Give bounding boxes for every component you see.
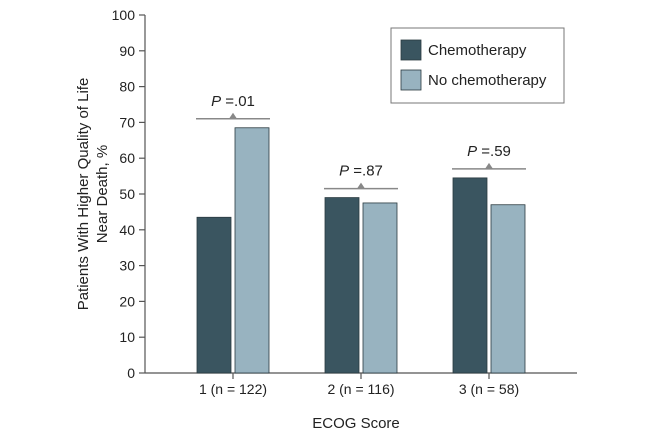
y-axis-title-line: Patients With Higher Quality of Life <box>75 78 92 311</box>
x-axis-title: ECOG Score <box>312 415 400 432</box>
p-value-prefix: P <box>339 163 349 180</box>
y-tick-label: 0 <box>127 365 135 381</box>
p-value-number: =.87 <box>349 163 383 180</box>
y-tick-label: 90 <box>119 43 135 59</box>
y-tick-label: 20 <box>119 293 135 309</box>
p-value-number: =.59 <box>477 143 511 160</box>
y-tick-label: 50 <box>119 186 135 202</box>
y-tick-label: 40 <box>119 222 135 238</box>
p-value-prefix: P <box>467 143 477 160</box>
bar <box>362 202 398 374</box>
legend: Chemotherapy No chemotherapy <box>390 27 565 104</box>
legend-swatch <box>400 39 422 61</box>
y-axis-title: Patients With Higher Quality of Life Near… <box>75 78 111 311</box>
p-bracket-marker <box>485 162 493 169</box>
p-value-label: P =.01 <box>211 93 255 110</box>
p-value-label: P =.87 <box>339 163 383 180</box>
legend-label: Chemotherapy <box>428 42 527 59</box>
bar <box>324 197 360 374</box>
y-tick-label: 60 <box>119 150 135 166</box>
p-value-prefix: P <box>211 93 221 110</box>
y-tick-label: 80 <box>119 79 135 95</box>
bar <box>234 127 270 374</box>
bar <box>490 204 526 374</box>
p-bracket-marker <box>229 112 237 119</box>
bar <box>452 177 488 374</box>
x-tick-label: 2 (n = 116) <box>327 381 394 397</box>
p-value-label: P =.59 <box>467 143 511 160</box>
y-tick-label: 70 <box>119 114 135 130</box>
y-tick-label: 30 <box>119 258 135 274</box>
x-tick-label: 1 (n = 122) <box>199 381 267 397</box>
legend-label: No chemotherapy <box>428 72 547 89</box>
annotations: P =.01P =.87P =.59 <box>196 93 526 190</box>
bars <box>196 127 526 374</box>
axes: 0 10 20 30 40 50 60 70 80 90 100 Patients With High… <box>75 7 577 432</box>
p-bracket-marker <box>357 182 365 189</box>
legend-swatch <box>400 69 422 91</box>
legend-box <box>390 27 565 104</box>
p-value-number: =.01 <box>221 93 255 110</box>
y-tick-label: 10 <box>119 329 135 345</box>
y-axis-title-line: Near Death, % <box>94 145 111 243</box>
bar <box>196 216 232 374</box>
x-tick-label: 3 (n = 58) <box>459 381 519 397</box>
y-tick-label: 100 <box>112 7 136 23</box>
